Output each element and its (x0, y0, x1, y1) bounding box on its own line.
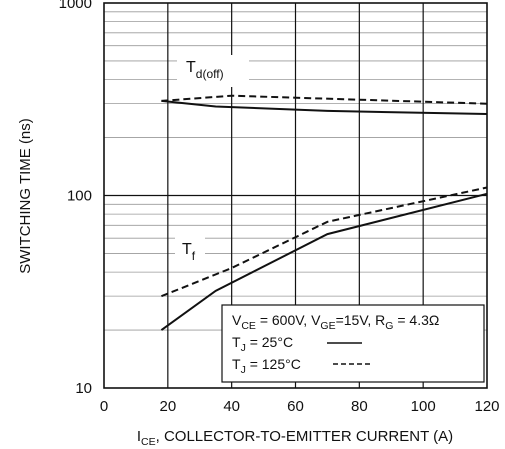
td-off-label-main: T (186, 59, 196, 76)
series-line-f-solid (160, 192, 488, 331)
y-axis-title: SWITCHING TIME (ns) (17, 118, 34, 274)
x-tick-20: 20 (159, 398, 176, 415)
x-tick-60: 60 (287, 398, 304, 415)
legend-l1-f: G (385, 320, 393, 332)
tf-label-sub: f (192, 249, 196, 263)
legend-l1-g: = 4.3Ω (393, 312, 439, 328)
series-lines (160, 94, 488, 331)
legend-l1-c: = 600V, V (256, 312, 321, 328)
legend-l3-b: J (241, 364, 246, 376)
legend-conditions: VCE = 600V, VGE=15V, RG = 4.3Ω (232, 312, 439, 332)
legend: VCE = 600V, VGE=15V, RG = 4.3Ω TJ = 25°C… (221, 304, 485, 383)
legend-l2-a: T (232, 334, 241, 350)
series-line-f-dashed (161, 186, 488, 298)
x-tick-120: 120 (474, 398, 499, 415)
legend-tj25: TJ = 25°C (232, 334, 293, 354)
legend-l2-b: J (241, 342, 246, 354)
legend-l1-a: V (232, 312, 242, 328)
legend-l2-c: = 25°C (246, 334, 293, 350)
legend-l3-c: = 125°C (246, 356, 301, 372)
x-axis-title-main: I (137, 428, 141, 445)
td-off-label-sub: d(off) (196, 67, 224, 81)
legend-tj125: TJ = 125°C (232, 356, 301, 376)
x-axis-title: ICE, COLLECTOR-TO-EMITTER CURRENT (A) (137, 428, 453, 448)
x-tick-labels: 0 20 40 60 80 100 120 (100, 398, 500, 415)
y-tick-labels: 10 100 1000 (59, 0, 92, 397)
y-tick-100: 100 (67, 188, 92, 205)
x-axis-title-sub: CE (141, 436, 156, 448)
tf-label-bg (175, 236, 205, 268)
x-tick-40: 40 (223, 398, 240, 415)
legend-l1-b: CE (241, 320, 256, 332)
x-tick-80: 80 (351, 398, 368, 415)
tf-label-main: T (182, 241, 192, 258)
x-axis-title-rest: , COLLECTOR-TO-EMITTER CURRENT (A) (156, 428, 454, 445)
tf-label: Tf (182, 241, 196, 263)
legend-l1-d: GE (320, 320, 335, 332)
x-tick-0: 0 (100, 398, 108, 415)
series-line-doff-solid (161, 99, 488, 115)
td-off-label: Td(off) (186, 59, 224, 81)
plot-frame (103, 2, 488, 389)
td-off-label-bg (177, 55, 249, 87)
legend-l3-a: T (232, 356, 241, 372)
y-tick-10: 10 (75, 380, 92, 397)
x-tick-100: 100 (411, 398, 436, 415)
legend-l1-e: =15V, R (336, 312, 386, 328)
series-line-doff-dashed (161, 94, 488, 105)
y-tick-1000: 1000 (59, 0, 92, 12)
